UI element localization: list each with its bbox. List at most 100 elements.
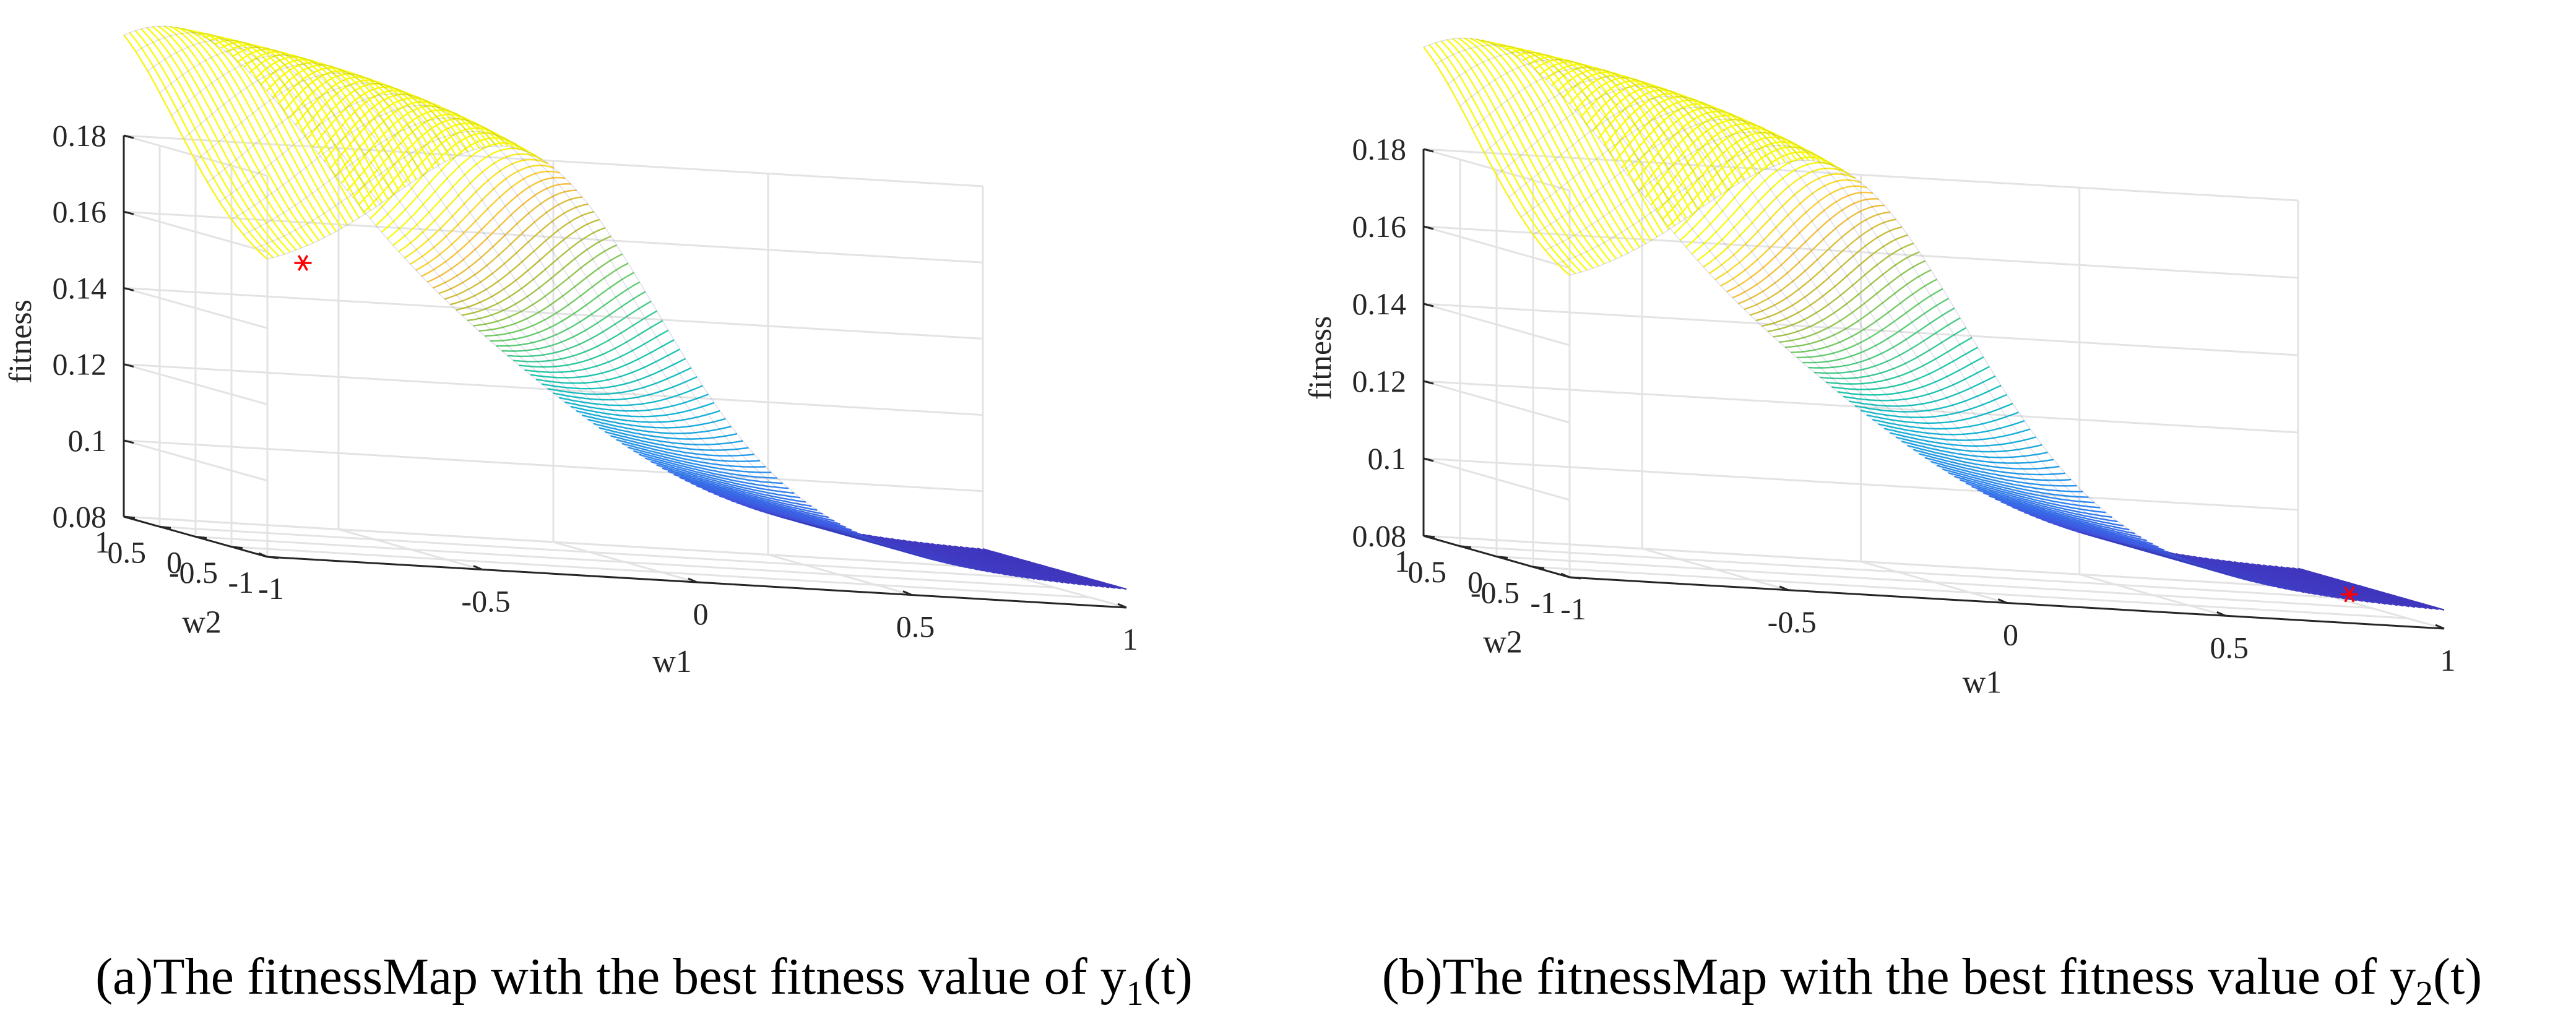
- surface-line: [931, 543, 1076, 585]
- surface-line: [195, 72, 1055, 570]
- grid-line: [123, 439, 268, 482]
- z-tick-label: 0.14: [53, 270, 107, 305]
- surface-line: [219, 93, 1079, 577]
- surface-line: [198, 33, 343, 229]
- z-tick-mark: [1423, 380, 1434, 385]
- surface-line: [530, 339, 675, 379]
- x-tick-mark: [688, 577, 698, 583]
- y-tick-label: 1: [1394, 544, 1410, 579]
- best-point-marker: [2340, 586, 2358, 603]
- surface-line: [1575, 77, 1722, 195]
- grid-line: [123, 363, 268, 406]
- z-tick-label: 0.12: [1352, 364, 1407, 398]
- surface-line: [243, 117, 1103, 583]
- surface-line: [954, 545, 1099, 587]
- y-tick-label: -1: [1530, 585, 1556, 620]
- surface-line: [936, 543, 1081, 585]
- y-tick-mark: [1459, 545, 1472, 549]
- surface-line: [1423, 38, 2299, 569]
- y-tick-label: -0.5: [169, 555, 218, 590]
- surface-line: [478, 253, 623, 332]
- surface-line: [1994, 498, 2142, 538]
- surface-line: [1615, 99, 1763, 171]
- x-tick-label: 0: [2003, 617, 2018, 652]
- surface-line: [707, 490, 852, 531]
- surface-line: [2018, 509, 2165, 551]
- surface-line: [490, 272, 634, 342]
- surface-line: [1977, 489, 2124, 527]
- surface-line: [667, 470, 812, 507]
- grid-line: [1423, 535, 2299, 588]
- surface-line: [1708, 173, 1856, 274]
- surface-line: [1808, 308, 1955, 369]
- surface-line: [1446, 39, 1594, 269]
- surface-line: [673, 473, 818, 511]
- surface-line: [2234, 561, 2380, 605]
- surface-line: [1901, 441, 2048, 458]
- surface-line: [679, 476, 823, 515]
- surface-line: [971, 547, 1115, 589]
- caption-a: (a)The fitnessMap with the best fitness …: [0, 947, 1288, 1013]
- y-axis-label: w2: [1483, 625, 1523, 660]
- surface-line: [1563, 71, 1711, 203]
- grid-lines: [1422, 148, 2445, 630]
- surface-line: [123, 34, 268, 260]
- surface-line: [519, 320, 663, 368]
- surface-line: [1597, 89, 1745, 181]
- surface-line: [456, 218, 600, 311]
- surface-line: [1744, 211, 1891, 311]
- surface-line: [610, 435, 754, 457]
- grid-line: [1423, 225, 2299, 279]
- x-tick-mark: [1779, 585, 1789, 592]
- y-tick-label: -1: [228, 565, 254, 600]
- x-tick-label: -1: [258, 571, 284, 606]
- x-tick-label: -0.5: [461, 584, 510, 619]
- surface-line: [1989, 495, 2135, 535]
- surface-line: [650, 460, 795, 494]
- surface-line: [656, 464, 800, 499]
- surface-line: [1487, 41, 1635, 251]
- surface-line: [1534, 58, 1682, 223]
- surface-line: [1458, 37, 1606, 265]
- grid-lines: [123, 134, 1127, 609]
- z-tick-label: 0.1: [68, 423, 107, 458]
- surface-line: [1960, 479, 2106, 514]
- surface-line: [633, 450, 777, 479]
- surface-line: [1913, 449, 2060, 470]
- surface-line: [1755, 226, 1903, 322]
- z-tick-mark: [1423, 148, 1434, 153]
- surface-line: [1481, 40, 1629, 254]
- grid-line: [195, 536, 1055, 588]
- surface-line: [1796, 288, 1943, 359]
- y-tick-label: 0.5: [1408, 554, 1447, 589]
- surface-line: [1750, 218, 1896, 316]
- z-tick-label: 0.18: [1352, 132, 1407, 166]
- surface-line: [1520, 106, 2396, 597]
- grid-line: [1423, 148, 2299, 202]
- x-tick-mark: [2435, 624, 2445, 630]
- surface-line: [959, 546, 1104, 588]
- surface-line: [977, 548, 1122, 590]
- z-tick-mark: [123, 210, 134, 215]
- surface-line: [404, 158, 548, 259]
- surface-line: [152, 26, 297, 251]
- surface-line: [2257, 564, 2404, 607]
- z-tick-label: 0.14: [1352, 286, 1407, 321]
- surface-line: [1825, 337, 1973, 385]
- surface-line: [312, 86, 457, 157]
- surface-line: [2268, 565, 2416, 608]
- surface-line: [1971, 486, 2118, 523]
- surface-line: [1464, 37, 1611, 262]
- surface-line: [702, 488, 846, 528]
- surface-line: [255, 131, 1115, 587]
- surface-line: [1440, 40, 1588, 271]
- caption-suffix: (t): [2432, 948, 2483, 1005]
- panel-b: 0.08 0.1 0.12 0.14 0.16 0.18 -1 -0.5 0 0.5 1 -1 -0…: [1288, 0, 2576, 1024]
- y-axis-label: w2: [182, 605, 222, 640]
- surface-line: [1837, 356, 1984, 396]
- surface-line: [2006, 504, 2153, 545]
- surface-line: [1691, 157, 1838, 255]
- grid-line: [123, 210, 983, 264]
- y-tick-mark: [231, 546, 243, 549]
- surface-line: [1802, 298, 1949, 364]
